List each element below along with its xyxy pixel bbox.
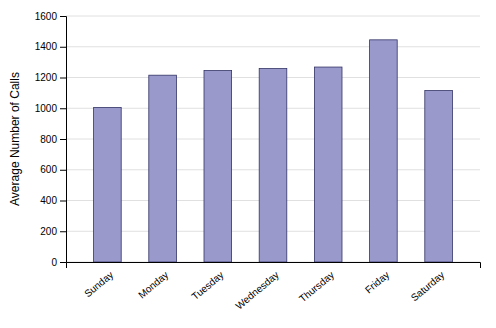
bar [259,69,287,262]
y-tick: 0 [51,257,66,268]
y-tick-mark [60,16,66,17]
x-tick-label: Saturday [409,269,447,303]
x-tick: Friday [363,269,391,295]
y-tick-mark [60,108,66,109]
y-tick: 600 [40,164,66,175]
y-tick-mark [60,201,66,202]
x-tick-label: Monday [136,269,170,300]
x-tick: Wednesday [233,269,280,311]
grid-line [66,46,480,47]
x-tick-label: Tuesday [189,269,225,302]
plot-area: 0 200 400 600 800 1000 1200 1400 1600 Sunday Monda… [35,11,481,312]
chart-container: 0 200 400 600 800 1000 1200 1400 1600 Sunday Monda… [0,0,496,328]
y-tick: 1400 [35,41,66,52]
y-axis-line [60,17,67,263]
x-tick: Monday [136,269,170,300]
y-tick: 400 [40,195,66,206]
y-tick: 1000 [35,103,66,114]
x-tick-label: Sunday [82,269,115,299]
bar [425,91,453,262]
bar [314,67,342,262]
x-tick: Sunday [82,269,115,299]
y-tick-mark [60,231,66,232]
bar [204,71,232,262]
bar [149,75,177,262]
y-tick: 800 [40,134,66,145]
bar [370,40,398,262]
y-axis: 0 200 400 600 800 1000 1200 1400 1600 [35,11,67,268]
y-tick: 200 [40,226,66,237]
y-tick-label: 400 [40,195,57,206]
y-tick-mark [60,47,66,48]
y-tick-mark [60,139,66,140]
y-axis-title: Average Number of Calls [8,72,22,206]
x-tick: Tuesday [189,269,225,302]
grid [66,16,480,262]
x-tick: Thursday [297,269,336,304]
x-tick: Saturday [409,269,447,303]
x-tick-label: Thursday [297,269,336,304]
bar [94,107,122,262]
x-tick-label: Friday [363,269,391,295]
y-tick-label: 800 [40,134,57,145]
y-tick-label: 200 [40,226,57,237]
chart-svg: 0 200 400 600 800 1000 1200 1400 1600 Sunday Monda… [0,0,496,328]
x-tick-label: Wednesday [233,269,280,311]
y-tick-label: 1600 [35,11,58,22]
y-tick-mark [60,170,66,171]
y-tick-label: 0 [51,257,57,268]
y-tick-label: 1200 [35,72,58,83]
bars [94,40,453,262]
y-tick-mark [60,262,66,263]
x-axis-line [67,263,481,269]
y-tick-label: 1400 [35,41,58,52]
y-tick: 1200 [35,72,66,83]
grid-line [66,16,480,17]
x-axis: Sunday Monday TuesdayWednesday Thursday Frid… [67,263,481,312]
y-tick-label: 600 [40,164,57,175]
y-tick: 1600 [35,11,66,22]
y-tick-label: 1000 [35,103,58,114]
y-tick-mark [60,78,66,79]
